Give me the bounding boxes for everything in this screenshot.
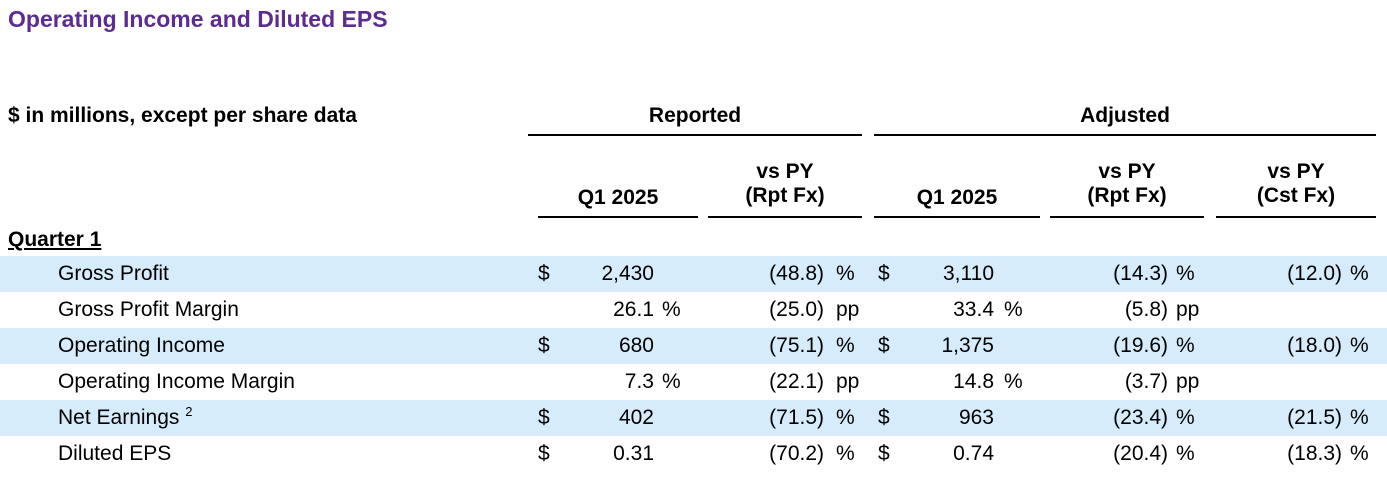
row-label: Diluted EPS bbox=[58, 442, 171, 466]
constant-fx-vs-py: (12.0) bbox=[1287, 262, 1342, 285]
adjusted-vs-py: (3.7) bbox=[1124, 370, 1168, 393]
adjusted-currency: $ bbox=[878, 334, 890, 357]
reported-unit: % bbox=[662, 370, 681, 393]
reported-vs-py: (71.5) bbox=[769, 406, 824, 429]
col-adjusted-vs-l2: (Rpt Fx) bbox=[1087, 184, 1167, 207]
col-constant-fx-l1: vs PY bbox=[1267, 160, 1325, 183]
col-reported-q1-rule bbox=[538, 216, 698, 218]
adjusted-group-header: Adjusted bbox=[1080, 104, 1170, 127]
reported-currency: $ bbox=[538, 262, 550, 285]
reported-vs-py-unit: pp bbox=[836, 370, 860, 393]
col-adjusted-vs-l1: vs PY bbox=[1098, 160, 1156, 183]
adjusted-vs-py: (14.3) bbox=[1113, 262, 1168, 285]
reported-value: 402 bbox=[618, 406, 654, 429]
reported-vs-py: (22.1) bbox=[769, 370, 824, 393]
reported-currency: $ bbox=[538, 442, 550, 465]
reported-vs-py: (48.8) bbox=[769, 262, 824, 285]
col-adjusted-q1: Q1 2025 bbox=[916, 186, 998, 209]
adjusted-vs-py-unit: % bbox=[1176, 334, 1195, 357]
adjusted-group-rule bbox=[874, 134, 1376, 136]
reported-currency: $ bbox=[538, 334, 550, 357]
adjusted-vs-py: (20.4) bbox=[1113, 442, 1168, 465]
row-label-text: Operating Income bbox=[58, 334, 225, 357]
page-title: Operating Income and Diluted EPS bbox=[8, 6, 388, 32]
row-band bbox=[0, 328, 1387, 364]
adjusted-vs-py: (5.8) bbox=[1124, 298, 1168, 321]
reported-value: 0.31 bbox=[613, 442, 654, 465]
adjusted-value: 33.4 bbox=[953, 298, 994, 321]
adjusted-unit: % bbox=[1004, 298, 1023, 321]
reported-currency: $ bbox=[538, 406, 550, 429]
footnote-marker: 2 bbox=[185, 404, 193, 419]
row-label-text: Gross Profit Margin bbox=[58, 298, 239, 321]
reported-vs-py-unit: % bbox=[836, 262, 855, 285]
reported-value: 7.3 bbox=[624, 370, 654, 393]
adjusted-value: 0.74 bbox=[953, 442, 994, 465]
constant-fx-unit: % bbox=[1350, 334, 1369, 357]
adjusted-currency: $ bbox=[878, 442, 890, 465]
row-label-text: Gross Profit bbox=[58, 262, 169, 285]
adjusted-currency: $ bbox=[878, 262, 890, 285]
adjusted-value: 14.8 bbox=[953, 370, 994, 393]
reported-vs-py-unit: % bbox=[836, 406, 855, 429]
row-label-text: Net Earnings bbox=[58, 406, 180, 429]
constant-fx-vs-py: (18.3) bbox=[1287, 442, 1342, 465]
adjusted-value: 1,375 bbox=[941, 334, 994, 357]
col-constant-fx-l2: (Cst Fx) bbox=[1256, 184, 1336, 207]
adjusted-vs-py: (23.4) bbox=[1113, 406, 1168, 429]
reported-vs-py: (70.2) bbox=[769, 442, 824, 465]
adjusted-vs-py: (19.6) bbox=[1113, 334, 1168, 357]
reported-value: 680 bbox=[618, 334, 654, 357]
col-adjusted-vs-rule bbox=[1050, 216, 1204, 218]
row-label: Gross Profit bbox=[58, 262, 169, 286]
reported-vs-py: (75.1) bbox=[769, 334, 824, 357]
adjusted-vs-py-unit: % bbox=[1176, 262, 1195, 285]
row-label: Operating Income bbox=[58, 334, 225, 358]
row-label: Gross Profit Margin bbox=[58, 298, 239, 322]
row-band bbox=[0, 400, 1387, 436]
row-label: Operating Income Margin bbox=[58, 370, 295, 394]
col-reported-vs-l2: (Rpt Fx) bbox=[745, 184, 825, 207]
reported-vs-py-unit: % bbox=[836, 334, 855, 357]
constant-fx-vs-py: (18.0) bbox=[1287, 334, 1342, 357]
col-constant-fx-rule bbox=[1216, 216, 1376, 218]
reported-unit: % bbox=[662, 298, 681, 321]
constant-fx-vs-py: (21.5) bbox=[1287, 406, 1342, 429]
reported-value: 26.1 bbox=[613, 298, 654, 321]
reported-vs-py: (25.0) bbox=[769, 298, 824, 321]
adjusted-vs-py-unit: % bbox=[1176, 442, 1195, 465]
reported-value: 2,430 bbox=[601, 262, 654, 285]
row-label-text: Operating Income Margin bbox=[58, 370, 295, 393]
adjusted-value: 3,110 bbox=[943, 262, 994, 285]
col-reported-vs-rule bbox=[708, 216, 862, 218]
adjusted-vs-py-unit: pp bbox=[1176, 298, 1200, 321]
col-reported-q1: Q1 2025 bbox=[577, 186, 659, 209]
reported-vs-py-unit: pp bbox=[836, 298, 860, 321]
adjusted-vs-py-unit: pp bbox=[1176, 370, 1200, 393]
constant-fx-unit: % bbox=[1350, 262, 1369, 285]
constant-fx-unit: % bbox=[1350, 406, 1369, 429]
col-reported-vs-l1: vs PY bbox=[756, 160, 814, 183]
row-label: Net Earnings 2 bbox=[58, 404, 193, 430]
adjusted-vs-py-unit: % bbox=[1176, 406, 1195, 429]
constant-fx-unit: % bbox=[1350, 442, 1369, 465]
adjusted-currency: $ bbox=[878, 406, 890, 429]
reported-group-header: Reported bbox=[648, 104, 742, 127]
section-heading: Quarter 1 bbox=[8, 228, 102, 251]
adjusted-unit: % bbox=[1004, 370, 1023, 393]
adjusted-value: 963 bbox=[958, 406, 994, 429]
units-label: $ in millions, except per share data bbox=[8, 104, 357, 127]
reported-vs-py-unit: % bbox=[836, 442, 855, 465]
reported-group-rule bbox=[528, 134, 862, 136]
col-adjusted-q1-rule bbox=[874, 216, 1040, 218]
row-label-text: Diluted EPS bbox=[58, 442, 172, 465]
row-band bbox=[0, 256, 1387, 292]
